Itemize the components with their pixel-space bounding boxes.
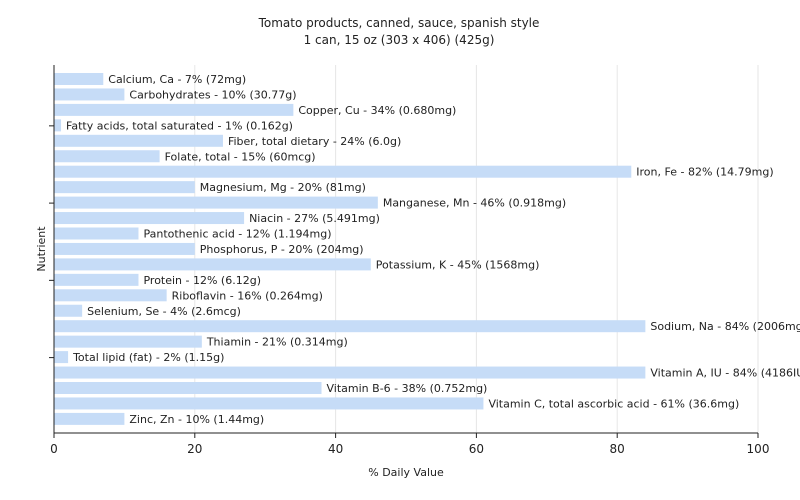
bar-label: Vitamin B-6 - 38% (0.752mg) xyxy=(327,382,488,395)
bar xyxy=(54,119,62,132)
bar-label: Pantothenic acid - 12% (1.194mg) xyxy=(143,228,331,241)
bar xyxy=(54,196,378,209)
x-tick-label: 40 xyxy=(328,442,343,456)
bar-label: Manganese, Mn - 46% (0.918mg) xyxy=(383,197,566,210)
bar xyxy=(54,73,104,85)
bar xyxy=(54,320,646,333)
x-tick-label: 60 xyxy=(469,442,484,456)
x-tick-label: 20 xyxy=(187,442,202,456)
x-tick-label: 0 xyxy=(50,442,58,456)
bar xyxy=(54,335,202,348)
bar xyxy=(54,227,139,240)
bar-label: Calcium, Ca - 7% (72mg) xyxy=(108,73,246,86)
bar-label: Vitamin C, total ascorbic acid - 61% (36… xyxy=(488,397,739,410)
bar-label: Copper, Cu - 34% (0.680mg) xyxy=(298,104,456,117)
bar-label: Sodium, Na - 84% (2006mg) xyxy=(650,320,800,333)
bar-label: Folate, total - 15% (60mcg) xyxy=(165,150,316,163)
bar-label: Carbohydrates - 10% (30.77g) xyxy=(129,88,296,101)
bar-label: Potassium, K - 45% (1568mg) xyxy=(376,258,540,271)
bar xyxy=(54,351,69,364)
x-tick-label: 100 xyxy=(747,442,770,456)
bar xyxy=(54,304,83,317)
bar xyxy=(54,397,484,410)
bar-label: Protein - 12% (6.12g) xyxy=(143,274,261,287)
bar-label: Thiamin - 21% (0.314mg) xyxy=(206,336,348,349)
bar xyxy=(54,165,632,178)
bar-label: Total lipid (fat) - 2% (1.15g) xyxy=(72,351,224,364)
bar-label: Fatty acids, total saturated - 1% (0.162… xyxy=(66,119,293,132)
bar-label: Iron, Fe - 82% (14.79mg) xyxy=(636,166,773,179)
bar-label: Zinc, Zn - 10% (1.44mg) xyxy=(129,413,264,426)
bar-label: Niacin - 27% (5.491mg) xyxy=(249,212,380,225)
bar xyxy=(54,212,245,225)
chart-title: Tomato products, canned, sauce, spanish … xyxy=(258,16,540,30)
bar xyxy=(54,382,322,394)
bar xyxy=(54,103,294,116)
chart-subtitle: 1 can, 15 oz (303 x 406) (425g) xyxy=(304,33,495,47)
y-axis-label: Nutrient xyxy=(35,226,48,272)
x-tick-label: 80 xyxy=(610,442,625,456)
bar xyxy=(54,242,195,255)
axes: 0 20 40 60 80 100 xyxy=(49,65,769,456)
bar xyxy=(54,273,139,286)
bar-label: Selenium, Se - 4% (2.6mcg) xyxy=(87,305,241,318)
bar xyxy=(54,258,371,271)
bar-label: Fiber, total dietary - 24% (6.0g) xyxy=(228,135,401,148)
x-axis-label: % Daily Value xyxy=(368,466,444,479)
bar xyxy=(54,289,167,302)
bars: Calcium, Ca - 7% (72mg) Carbohydrates - 1… xyxy=(54,73,800,426)
bar-label: Phosphorus, P - 20% (204mg) xyxy=(200,243,364,256)
bar-label: Magnesium, Mg - 20% (81mg) xyxy=(200,181,366,194)
bar-label: Vitamin A, IU - 84% (4186IU) xyxy=(650,367,800,380)
bar xyxy=(54,150,160,163)
bar xyxy=(54,88,125,101)
bar xyxy=(54,366,646,379)
bar xyxy=(54,181,195,194)
bar xyxy=(54,134,223,147)
bar-label: Riboflavin - 16% (0.264mg) xyxy=(172,289,323,302)
bar xyxy=(54,412,125,425)
